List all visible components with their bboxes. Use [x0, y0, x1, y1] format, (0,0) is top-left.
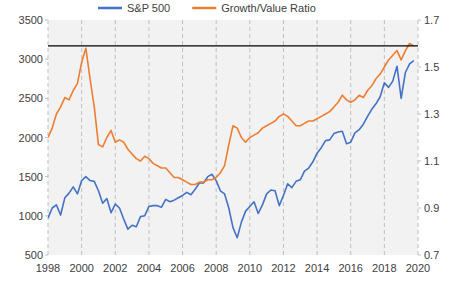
legend-swatch	[98, 7, 122, 10]
grid-line	[216, 20, 217, 255]
chart: 1998 2000 2002 2004 2006 2008 2010 2012 2014 2016…	[0, 0, 450, 298]
grid-line	[317, 20, 318, 255]
x-tick-label: 2010	[238, 262, 262, 274]
y2-tick-label: 0.7	[424, 249, 439, 261]
y-tick	[45, 59, 48, 60]
x-tick-label: 2020	[406, 262, 430, 274]
plot-area	[48, 20, 418, 255]
y2-tick-label: 1.7	[424, 14, 439, 26]
reference-line	[48, 45, 418, 46]
x-tick-label: 2006	[170, 262, 194, 274]
y-tick	[45, 176, 48, 177]
grid-line	[182, 20, 183, 255]
x-tick-label: 2012	[271, 262, 295, 274]
x-tick-label: 2004	[137, 262, 161, 274]
y2-tick	[418, 208, 421, 209]
grid-line	[148, 20, 149, 255]
series-line	[48, 44, 414, 185]
y2-tick-label: 0.9	[424, 202, 439, 214]
grid-line	[418, 20, 419, 255]
y-tick	[45, 137, 48, 138]
y-tick	[45, 98, 48, 99]
y-tick-label: 3500	[19, 14, 43, 26]
y2-tick-label: 1.5	[424, 61, 439, 73]
grid-line	[115, 20, 116, 255]
y2-tick	[418, 161, 421, 162]
y-tick	[45, 215, 48, 216]
x-tick-label: 2000	[69, 262, 93, 274]
y-tick-label: 3000	[19, 53, 43, 65]
x-tick-label: 2002	[103, 262, 127, 274]
x-tick-label: 2008	[204, 262, 228, 274]
y2-tick	[418, 67, 421, 68]
y2-tick-label: 1.3	[424, 108, 439, 120]
y2-tick	[418, 114, 421, 115]
y2-tick	[418, 20, 421, 21]
y-tick-label: 1500	[19, 171, 43, 183]
grid-line	[350, 20, 351, 255]
series-line	[48, 61, 414, 238]
legend-label: Growth/Value Ratio	[221, 2, 316, 14]
legend-label: S&P 500	[127, 2, 170, 14]
x-tick-label: 2018	[372, 262, 396, 274]
grid-line	[81, 20, 82, 255]
y2-tick-label: 1.1	[424, 155, 439, 167]
y-tick-label: 2500	[19, 92, 43, 104]
y-tick-label: 2000	[19, 132, 43, 144]
y-tick	[45, 20, 48, 21]
x-tick-label: 2016	[338, 262, 362, 274]
x-tick-label: 2014	[305, 262, 329, 274]
legend-swatch	[192, 7, 216, 10]
y-tick-label: 500	[25, 249, 43, 261]
x-tick-label: 1998	[36, 262, 60, 274]
grid-line	[283, 20, 284, 255]
grid-line	[384, 20, 385, 255]
y-tick-label: 1000	[19, 210, 43, 222]
y2-tick	[418, 255, 421, 256]
series-group	[48, 44, 418, 238]
y-tick	[45, 255, 48, 256]
